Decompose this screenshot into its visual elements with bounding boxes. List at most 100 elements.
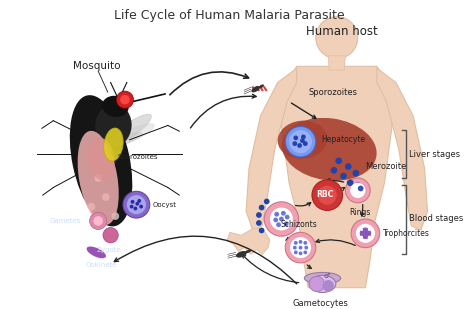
Circle shape	[347, 180, 354, 186]
Circle shape	[356, 224, 375, 243]
Ellipse shape	[104, 128, 123, 161]
Circle shape	[301, 134, 306, 139]
Text: Sporozoites: Sporozoites	[117, 154, 158, 160]
Circle shape	[281, 211, 286, 216]
Circle shape	[256, 220, 262, 226]
Ellipse shape	[259, 84, 264, 88]
Ellipse shape	[111, 124, 155, 146]
Circle shape	[123, 191, 150, 218]
Circle shape	[303, 251, 307, 254]
Ellipse shape	[278, 121, 327, 159]
Ellipse shape	[282, 118, 377, 181]
Circle shape	[351, 219, 380, 248]
Circle shape	[103, 228, 118, 243]
Text: Rings: Rings	[349, 208, 370, 217]
Ellipse shape	[309, 275, 336, 293]
Circle shape	[134, 207, 137, 210]
Circle shape	[102, 193, 109, 201]
Text: Oocyst: Oocyst	[153, 202, 177, 208]
Circle shape	[290, 237, 311, 258]
Circle shape	[316, 17, 358, 59]
Text: Hepatocyte: Hepatocyte	[321, 135, 365, 144]
Circle shape	[304, 246, 308, 250]
Circle shape	[350, 183, 365, 198]
Circle shape	[309, 276, 324, 291]
Polygon shape	[328, 56, 346, 70]
Text: Schizonts: Schizonts	[280, 219, 317, 229]
Text: RBC: RBC	[317, 190, 334, 199]
Circle shape	[256, 212, 262, 218]
Circle shape	[285, 126, 316, 157]
Text: Life Cycle of Human Malaria Parasite: Life Cycle of Human Malaria Parasite	[114, 9, 344, 22]
Ellipse shape	[70, 95, 132, 226]
Circle shape	[340, 173, 347, 180]
Circle shape	[90, 212, 107, 230]
Circle shape	[137, 199, 141, 203]
Text: Blood stages: Blood stages	[410, 214, 464, 223]
Circle shape	[368, 228, 371, 231]
Polygon shape	[227, 229, 270, 254]
Circle shape	[273, 218, 278, 222]
Circle shape	[274, 212, 279, 217]
Circle shape	[111, 212, 119, 220]
Ellipse shape	[236, 251, 247, 258]
Circle shape	[139, 205, 143, 209]
Text: Trophorcites: Trophorcites	[383, 229, 429, 238]
Circle shape	[299, 246, 302, 250]
Circle shape	[276, 222, 281, 227]
Circle shape	[353, 170, 359, 176]
Ellipse shape	[78, 131, 119, 225]
Circle shape	[297, 143, 302, 148]
Circle shape	[285, 215, 290, 219]
Circle shape	[345, 163, 352, 170]
Text: Mosquito: Mosquito	[73, 61, 120, 71]
Text: Sporozoites: Sporozoites	[308, 87, 357, 96]
Circle shape	[127, 195, 146, 214]
Circle shape	[270, 208, 293, 231]
Circle shape	[293, 135, 298, 140]
Text: Gametocytes: Gametocytes	[292, 299, 348, 308]
Circle shape	[93, 216, 103, 226]
Circle shape	[259, 228, 264, 233]
Circle shape	[294, 241, 298, 245]
Circle shape	[264, 202, 299, 236]
Circle shape	[294, 251, 298, 254]
Polygon shape	[377, 68, 428, 231]
Text: Zygote: Zygote	[96, 247, 121, 253]
Ellipse shape	[87, 247, 106, 258]
Circle shape	[94, 174, 102, 182]
Circle shape	[293, 246, 297, 250]
Circle shape	[264, 199, 270, 204]
Circle shape	[360, 228, 363, 231]
Text: Gametes: Gametes	[50, 218, 81, 224]
Polygon shape	[246, 68, 297, 231]
Circle shape	[120, 95, 130, 104]
Circle shape	[299, 240, 302, 244]
Text: Ookinete: Ookinete	[85, 262, 117, 268]
Ellipse shape	[95, 104, 132, 147]
Ellipse shape	[88, 138, 115, 180]
Circle shape	[292, 141, 297, 146]
Circle shape	[130, 205, 134, 209]
Circle shape	[116, 91, 134, 108]
Circle shape	[330, 167, 337, 174]
Circle shape	[336, 157, 342, 164]
Ellipse shape	[107, 132, 143, 148]
Circle shape	[346, 178, 370, 203]
Circle shape	[318, 186, 337, 205]
Circle shape	[303, 241, 307, 245]
Ellipse shape	[245, 250, 251, 253]
Circle shape	[88, 203, 95, 210]
Text: ♂: ♂	[323, 273, 329, 279]
Ellipse shape	[251, 86, 260, 92]
Circle shape	[285, 232, 316, 263]
Circle shape	[355, 182, 361, 189]
Circle shape	[136, 202, 139, 205]
Circle shape	[360, 228, 371, 239]
Circle shape	[300, 138, 305, 143]
Circle shape	[360, 236, 363, 239]
Circle shape	[299, 252, 302, 255]
Text: Merozoite: Merozoite	[365, 162, 407, 171]
Circle shape	[259, 205, 264, 210]
Circle shape	[358, 186, 364, 191]
